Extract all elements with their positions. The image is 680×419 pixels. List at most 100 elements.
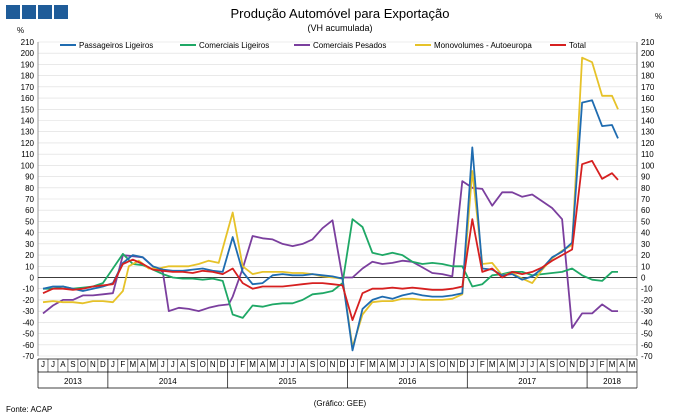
x-tick-label: O (559, 360, 565, 369)
y-tick-label-left: -20 (22, 296, 34, 305)
grid-lines (38, 41, 637, 357)
legend-label: Monovolumes - Autoeuropa (434, 41, 532, 50)
x-tick-label: D (579, 360, 585, 369)
year-label: 2014 (159, 377, 177, 386)
y-tick-label-left: -60 (22, 341, 34, 350)
y-tick-label-left: 20 (25, 251, 34, 260)
y-tick-label-left: 0 (30, 274, 35, 283)
x-tick-label: F (360, 360, 365, 369)
x-tick-label: J (111, 360, 115, 369)
x-tick-label: M (609, 360, 616, 369)
y-tick-label-left: 50 (25, 217, 34, 226)
x-tick-label: N (210, 360, 216, 369)
year-label: 2018 (603, 377, 621, 386)
y-tick-label-right: 0 (641, 274, 646, 283)
legend: Passageiros Ligeiros Comerciais Ligeiros C… (60, 41, 586, 50)
x-tick-label: M (249, 360, 256, 369)
x-tick-label: M (369, 360, 376, 369)
x-tick-label: M (149, 360, 156, 369)
x-tick-label: J (41, 360, 45, 369)
x-tick-label: S (430, 360, 435, 369)
y-tick-label-right: 10 (641, 262, 650, 271)
x-tick-label: M (489, 360, 496, 369)
x-tick-label: N (569, 360, 575, 369)
y-tick-label-left: 80 (25, 184, 34, 193)
x-tick-label: N (90, 360, 96, 369)
x-tick-label: J (530, 360, 534, 369)
x-tick-label: J (590, 360, 594, 369)
x-tick-label: D (220, 360, 226, 369)
x-tick-label: F (120, 360, 125, 369)
y-tick-label-left: 90 (25, 173, 34, 182)
x-tick-label: J (51, 360, 55, 369)
y-tick-label-right: 90 (641, 173, 650, 182)
chart-subtitle: (VH acumulada) (307, 23, 373, 33)
y-tick-label-right: 150 (641, 105, 655, 114)
x-tick-label: F (480, 360, 485, 369)
series-line-comerciais-ligeiros (43, 218, 618, 319)
x-tick-label: S (190, 360, 195, 369)
x-tick-label: M (389, 360, 396, 369)
y-tick-label-left: 170 (21, 83, 35, 92)
legend-label: Passageiros Ligeiros (79, 41, 153, 50)
y-tick-label-right: 170 (641, 83, 655, 92)
x-tick-label: A (420, 360, 426, 369)
y-tick-label-right: -30 (641, 307, 653, 316)
x-tick-label: N (330, 360, 336, 369)
y-tick-label-right: -20 (641, 296, 653, 305)
x-tick-label: J (400, 360, 404, 369)
y-tick-label-right: 140 (641, 117, 655, 126)
x-tick-label: J (350, 360, 354, 369)
y-unit-left: % (17, 26, 25, 35)
x-tick-label: M (130, 360, 137, 369)
y-tick-label-right: 70 (641, 195, 650, 204)
y-tick-label-right: -10 (641, 285, 653, 294)
year-label: 2013 (64, 377, 82, 386)
y-tick-label-right: -60 (641, 341, 653, 350)
source-note: Fonte: ACAP (6, 405, 53, 414)
year-label: 2017 (518, 377, 536, 386)
x-tick-label: J (470, 360, 474, 369)
x-tick-label: A (380, 360, 386, 369)
x-tick-label: F (600, 360, 605, 369)
x-tick-label: D (340, 360, 346, 369)
x-tick-label: J (231, 360, 235, 369)
legend-label: Comerciais Pesados (313, 41, 386, 50)
y-tick-label-left: 70 (25, 195, 34, 204)
x-tick-label: O (439, 360, 445, 369)
x-tick-label: S (549, 360, 554, 369)
brand-square-3 (38, 5, 52, 19)
series-line-passageiros-ligeiros (42, 99, 619, 352)
x-tick-label: D (100, 360, 106, 369)
brand-square-1 (6, 5, 20, 19)
x-tick-label: J (171, 360, 175, 369)
x-tick-label: A (140, 360, 146, 369)
y-tick-label-right: 40 (641, 229, 650, 238)
y-tick-label-left: -50 (22, 330, 34, 339)
y-tick-label-left: 210 (21, 38, 35, 47)
y-tick-label-left: 200 (21, 49, 35, 58)
x-tick-label: M (269, 360, 276, 369)
y-tick-label-left: 110 (21, 150, 34, 159)
x-tick-label: A (300, 360, 306, 369)
y-tick-label-right: -50 (641, 330, 653, 339)
y-tick-label-right: 200 (641, 49, 655, 58)
chart-title: Produção Automóvel para Exportação (230, 6, 450, 21)
x-tick-label: M (629, 360, 636, 369)
x-tick-label: A (619, 360, 625, 369)
x-tick-label: O (80, 360, 86, 369)
y-tick-label-right: 190 (641, 60, 655, 69)
x-tick-label: A (539, 360, 545, 369)
x-tick-label: N (449, 360, 455, 369)
y-tick-label-left: 180 (21, 72, 35, 81)
x-tick-label: S (310, 360, 315, 369)
y-tick-label-left: 190 (21, 60, 35, 69)
series-lines (42, 56, 619, 352)
y-tick-label-right: 20 (641, 251, 650, 260)
brand-logo-squares (6, 5, 68, 20)
y-tick-label-right: 160 (641, 94, 655, 103)
x-tick-label: J (161, 360, 165, 369)
y-tick-label-left: 140 (21, 117, 35, 126)
